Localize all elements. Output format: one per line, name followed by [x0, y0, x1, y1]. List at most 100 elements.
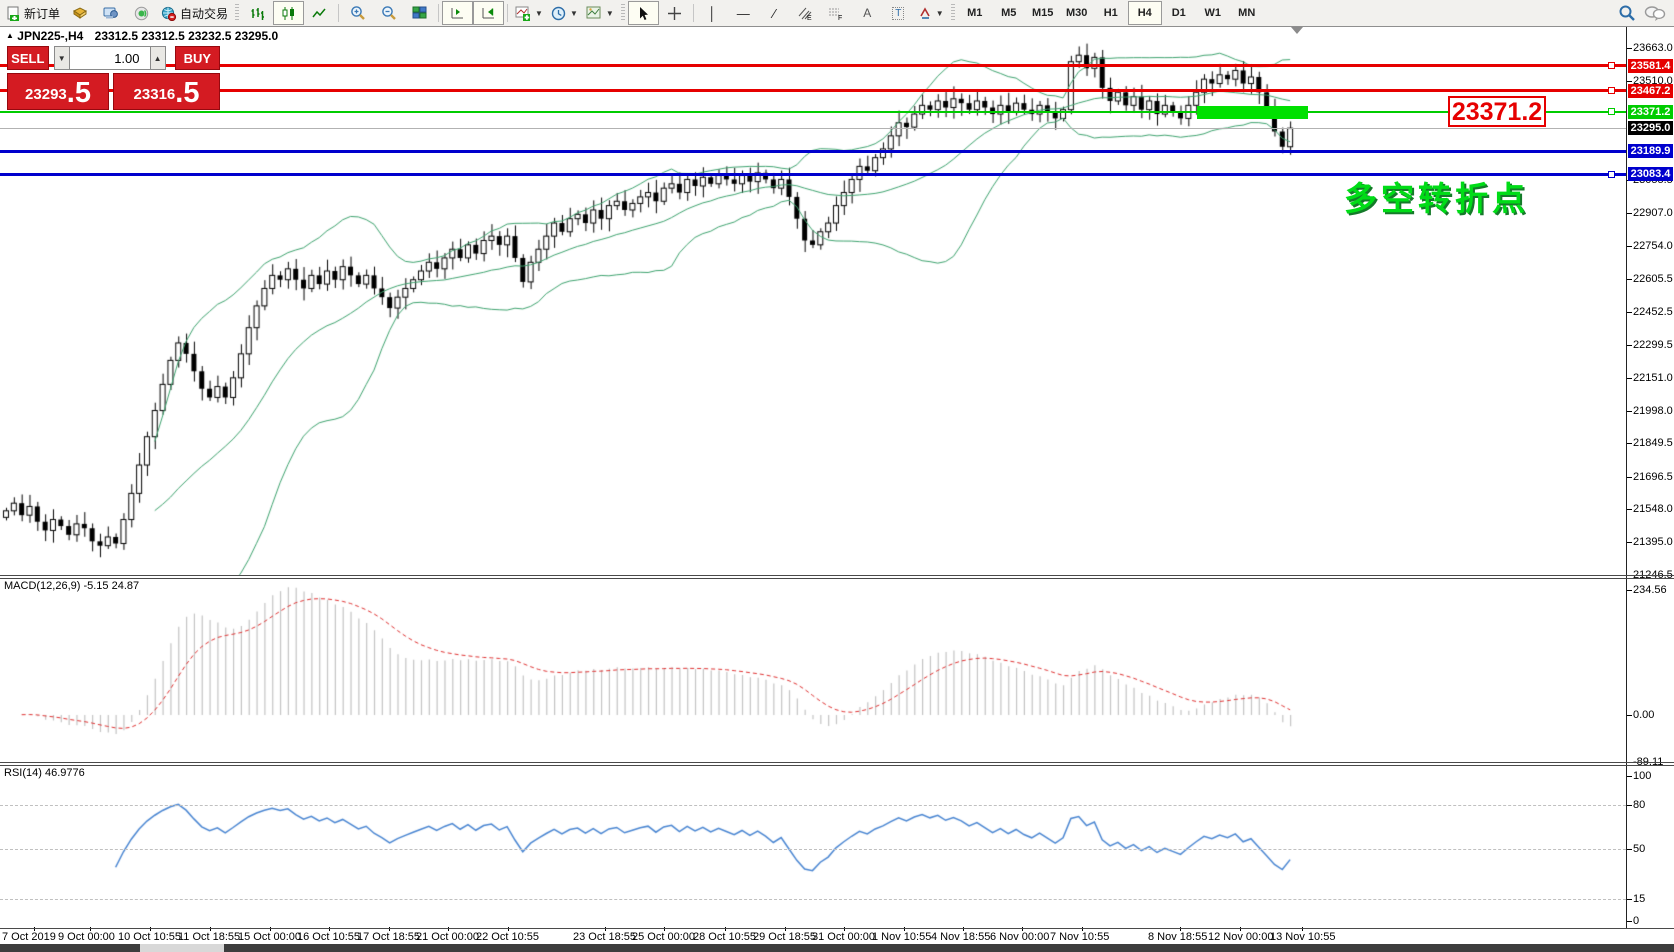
timeframe-d1[interactable]: D1 — [1171, 7, 1186, 19]
toolbar-drag-handle-3[interactable] — [950, 4, 955, 22]
crosshair-button[interactable] — [659, 1, 690, 25]
timeframe-h4[interactable]: H4 — [1127, 1, 1162, 25]
horizontal-level-line[interactable] — [0, 110, 1626, 113]
price-axis-tick: 21849.5 — [1633, 437, 1673, 450]
price-callout-label[interactable]: 23371.2 — [1448, 96, 1546, 127]
line-handle[interactable] — [1608, 87, 1615, 95]
timeframe-m15[interactable]: M15 — [1032, 7, 1054, 19]
price-axis-tick: 21246.5 — [1633, 568, 1673, 581]
buy-price-box[interactable]: 23316 .5 — [113, 73, 220, 110]
time-axis-label: 10 Oct 10:55 — [118, 931, 181, 943]
cursor-button[interactable] — [627, 1, 659, 25]
text-label-button[interactable]: T — [883, 1, 914, 25]
chart-ohlc: 23312.5 23312.5 23232.5 23295.0 — [94, 29, 279, 43]
timeframe-mn[interactable]: MN — [1238, 7, 1256, 19]
volume-input[interactable]: 1.00 — [69, 46, 150, 70]
collapse-triangle-icon[interactable]: ▲ — [6, 31, 14, 40]
horizontal-scrollbar[interactable] — [0, 944, 1674, 952]
data-window-button[interactable] — [95, 1, 126, 25]
rsi-panel-separator[interactable] — [0, 762, 1674, 763]
horizontal-level-line[interactable] — [0, 149, 1626, 153]
indicators-button[interactable]: ▼ — [511, 1, 547, 25]
volume-decrease-button[interactable]: ▼ — [53, 46, 70, 70]
macd-axis-tickmark — [1627, 590, 1632, 592]
sell-price-main: 23293 — [25, 86, 67, 103]
horizontal-scrollbar-thumb[interactable] — [140, 944, 224, 952]
rsi-level-line — [0, 805, 1626, 806]
chat-icon[interactable] — [1644, 5, 1666, 21]
bar-chart-button[interactable] — [242, 1, 273, 25]
price-axis-tickmark — [1627, 410, 1632, 412]
time-axis-label: 28 Oct 10:55 — [693, 931, 756, 943]
auto-scroll-button[interactable] — [473, 1, 505, 25]
chart-shift-marker[interactable] — [1291, 27, 1303, 34]
timeframe-w1[interactable]: W1 — [1204, 7, 1221, 19]
horizontal-level-line[interactable] — [0, 172, 1626, 176]
macd-panel-separator[interactable] — [0, 575, 1674, 576]
line-handle[interactable] — [1608, 108, 1615, 116]
time-axis-tickmark — [508, 927, 509, 931]
periods-icon — [551, 6, 566, 21]
market-watch-button[interactable] — [64, 1, 95, 25]
turning-point-note[interactable]: 多空转折点 — [1344, 180, 1529, 217]
signals-button[interactable] — [126, 1, 157, 25]
timeframe-m5[interactable]: M5 — [1001, 7, 1017, 19]
line-chart-button[interactable] — [304, 1, 335, 25]
text-icon: A — [863, 5, 872, 20]
toolbar-drag-handle-2[interactable] — [620, 4, 625, 22]
line-handle[interactable] — [1608, 62, 1615, 70]
price-tag: 23581.4 — [1628, 58, 1673, 73]
buy-button[interactable]: BUY — [174, 46, 220, 70]
chart-shift-button[interactable] — [442, 1, 474, 25]
sell-price-box[interactable]: 23293 .5 — [7, 73, 109, 110]
line-handle[interactable] — [1608, 170, 1615, 178]
horizontal-level-line[interactable] — [0, 64, 1626, 68]
horizontal-level-line[interactable] — [0, 89, 1626, 93]
text-label-icon: T — [892, 6, 905, 20]
volume-increase-button[interactable]: ▲ — [149, 46, 166, 70]
price-axis-tick: 21696.5 — [1633, 470, 1673, 483]
templates-dropdown-arrow: ▼ — [605, 8, 614, 18]
vertical-line-button[interactable]: │ — [697, 1, 728, 25]
new-order-button[interactable]: 新订单 — [2, 1, 64, 25]
sell-button[interactable]: SELL — [7, 46, 49, 70]
trendline-button[interactable]: ∕ — [759, 1, 790, 25]
rsi-axis-tickmark — [1627, 848, 1632, 850]
fibonacci-button[interactable]: F — [821, 1, 852, 25]
time-axis-tickmark — [785, 927, 786, 931]
time-axis-label: 9 Oct 00:00 — [58, 931, 115, 943]
channel-button[interactable]: E — [790, 1, 821, 25]
arrows-button[interactable]: ▼ — [914, 1, 948, 25]
indicators-dropdown-arrow: ▼ — [535, 8, 543, 18]
timeframe-m30[interactable]: M30 — [1066, 7, 1088, 19]
horizontal-line-button[interactable]: — — [728, 1, 759, 25]
tile-windows-button[interactable] — [404, 1, 435, 25]
candlestick-chart-button[interactable] — [273, 1, 305, 25]
time-axis-label: 21 Oct 00:00 — [416, 931, 479, 943]
price-axis-tick: 22151.0 — [1633, 371, 1673, 384]
price-axis-tickmark — [1627, 509, 1632, 511]
price-axis-tickmark — [1627, 246, 1632, 248]
timeframe-m1[interactable]: M1 — [967, 7, 983, 19]
text-button[interactable]: A — [852, 1, 883, 25]
time-axis-tickmark — [1180, 927, 1181, 931]
trendline-icon: ∕ — [773, 5, 776, 21]
toolbar-drag-handle[interactable] — [235, 4, 240, 22]
time-axis-label: 23 Oct 18:55 — [573, 931, 636, 943]
timeframe-h1[interactable]: H1 — [1103, 7, 1118, 19]
templates-button[interactable]: ▼ — [582, 1, 618, 25]
zoom-in-button[interactable] — [342, 1, 373, 25]
rsi-axis-tick: 100 — [1633, 770, 1652, 782]
periods-button[interactable]: ▼ — [547, 1, 582, 25]
chart-header: ▲ JPN225-,H4 23312.5 23312.5 23232.5 232… — [6, 29, 278, 43]
time-axis-label: 17 Oct 18:55 — [357, 931, 420, 943]
zoom-out-button[interactable] — [373, 1, 404, 25]
search-icon[interactable] — [1618, 4, 1636, 22]
price-axis-tickmark — [1627, 476, 1632, 478]
auto-trading-icon — [161, 6, 177, 21]
auto-trading-button[interactable]: 自动交易 — [157, 1, 232, 25]
price-axis-tickmark — [1627, 278, 1632, 280]
green-highlight-zone[interactable] — [1197, 105, 1308, 119]
